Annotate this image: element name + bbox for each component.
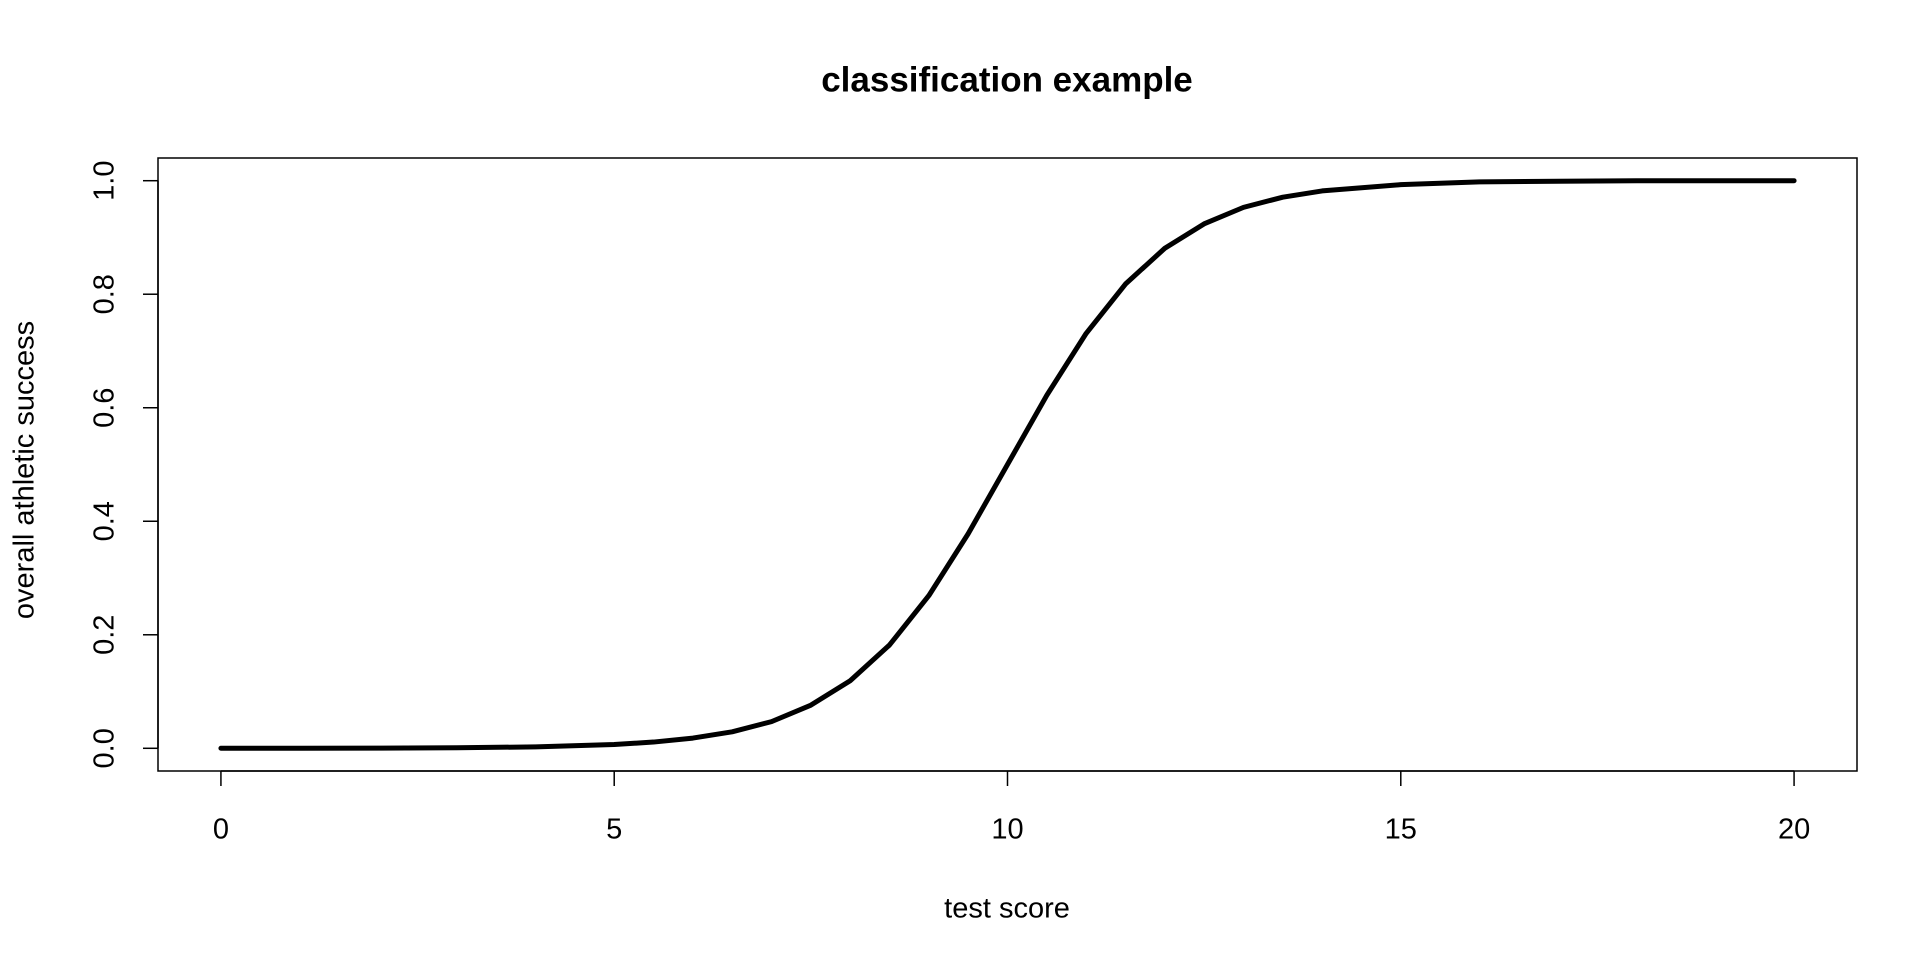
x-tick-label: 15 bbox=[1385, 814, 1417, 846]
x-tick-label: 0 bbox=[213, 814, 229, 846]
chart-title: classification example bbox=[821, 60, 1193, 99]
y-tick-label: 0.2 bbox=[89, 615, 121, 655]
x-tick-label: 5 bbox=[606, 814, 622, 846]
y-axis-label: overall athletic success bbox=[9, 321, 41, 619]
x-tick-label: 10 bbox=[991, 814, 1023, 846]
x-tick-label: 20 bbox=[1778, 814, 1810, 846]
line-series bbox=[218, 178, 1797, 751]
y-tick-label: 1.0 bbox=[89, 161, 121, 201]
y-tick-label: 0.4 bbox=[89, 501, 121, 541]
y-tick-label: 0.0 bbox=[89, 728, 121, 768]
y-tick-label: 0.8 bbox=[89, 274, 121, 314]
y-tick-label: 0.6 bbox=[89, 388, 121, 428]
x-axis-label: test score bbox=[944, 893, 1070, 925]
